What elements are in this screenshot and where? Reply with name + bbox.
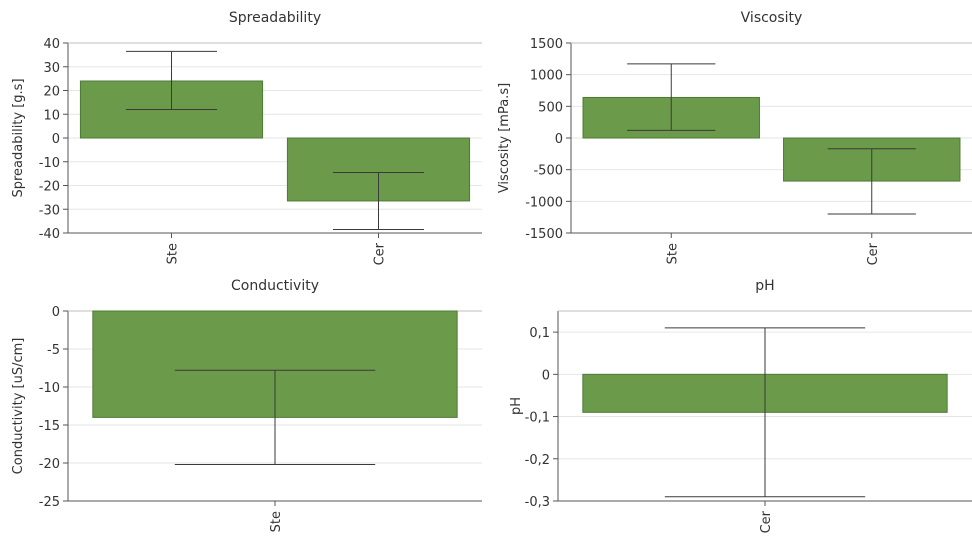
y-tick-label: 500 [538, 100, 563, 115]
x-tick-label-cer: Cer [373, 242, 388, 265]
y-tick-label: 30 [43, 61, 60, 76]
y-axis-label: Viscosity [mPa.s] [497, 83, 512, 193]
y-tick-label: 40 [43, 37, 60, 52]
y-tick-label: -5 [47, 343, 60, 358]
y-tick-label: -10 [39, 381, 60, 396]
y-tick-label: 0 [555, 132, 563, 147]
y-tick-label: 10 [43, 108, 60, 123]
y-tick-label: -40 [39, 227, 60, 242]
chart-panel-4: 0,1 0 -0,1 -0,2 -0,3 Cer pH pH [509, 278, 972, 533]
y-tick-label: -25 [39, 495, 60, 510]
y-tick-label: 0,1 [529, 326, 550, 341]
y-tick-label: -0,2 [525, 453, 550, 468]
y-tick-label: -1500 [525, 227, 563, 242]
y-axis-label: pH [509, 397, 524, 415]
y-tick-label: 0 [542, 368, 550, 383]
x-tick-label-ste: Ste [665, 243, 680, 264]
y-tick-label: -10 [39, 156, 60, 171]
y-tick-label: -1000 [525, 195, 563, 210]
y-tick-label: 1000 [530, 69, 563, 84]
chart-panel-3: 0 -5 -10 -15 -20 -25 Ste Conductivity Conductivi… [11, 278, 482, 532]
y-tick-label: -0,3 [525, 495, 550, 510]
y-tick-label: 20 [43, 85, 60, 100]
chart-title: Conductivity [231, 278, 319, 294]
y-axis-label: Conductivity [uS/cm] [11, 338, 26, 475]
y-tick-label: -20 [39, 180, 60, 195]
x-tick-label-cer: Cer [866, 242, 881, 265]
x-tick-label-cer: Cer [759, 510, 774, 533]
chart-title: Viscosity [741, 10, 803, 26]
y-tick-label: 0 [52, 132, 60, 147]
chart-title: Spreadability [229, 10, 321, 26]
chart-title: pH [755, 278, 774, 294]
y-tick-label: -30 [39, 203, 60, 218]
chart-panel-2: 1500 1000 500 0 -500 -1000 -1500 Ste Cer Viscosit… [497, 10, 972, 265]
y-tick-label: -20 [39, 457, 60, 472]
y-tick-label: 0 [52, 305, 60, 320]
x-tick-label-ste: Ste [269, 511, 284, 532]
chart-panel-1: 40 30 20 10 0 -10 -20 -30 -40 Ste Cer Spreadability… [11, 10, 482, 265]
y-axis-label: Spreadability [g.s] [11, 78, 26, 197]
x-tick-label-ste: Ste [166, 243, 181, 264]
y-tick-label: -0,1 [525, 411, 550, 426]
y-tick-label: -15 [39, 419, 60, 434]
y-tick-label: -500 [533, 164, 563, 179]
y-tick-label: 1500 [530, 37, 563, 52]
